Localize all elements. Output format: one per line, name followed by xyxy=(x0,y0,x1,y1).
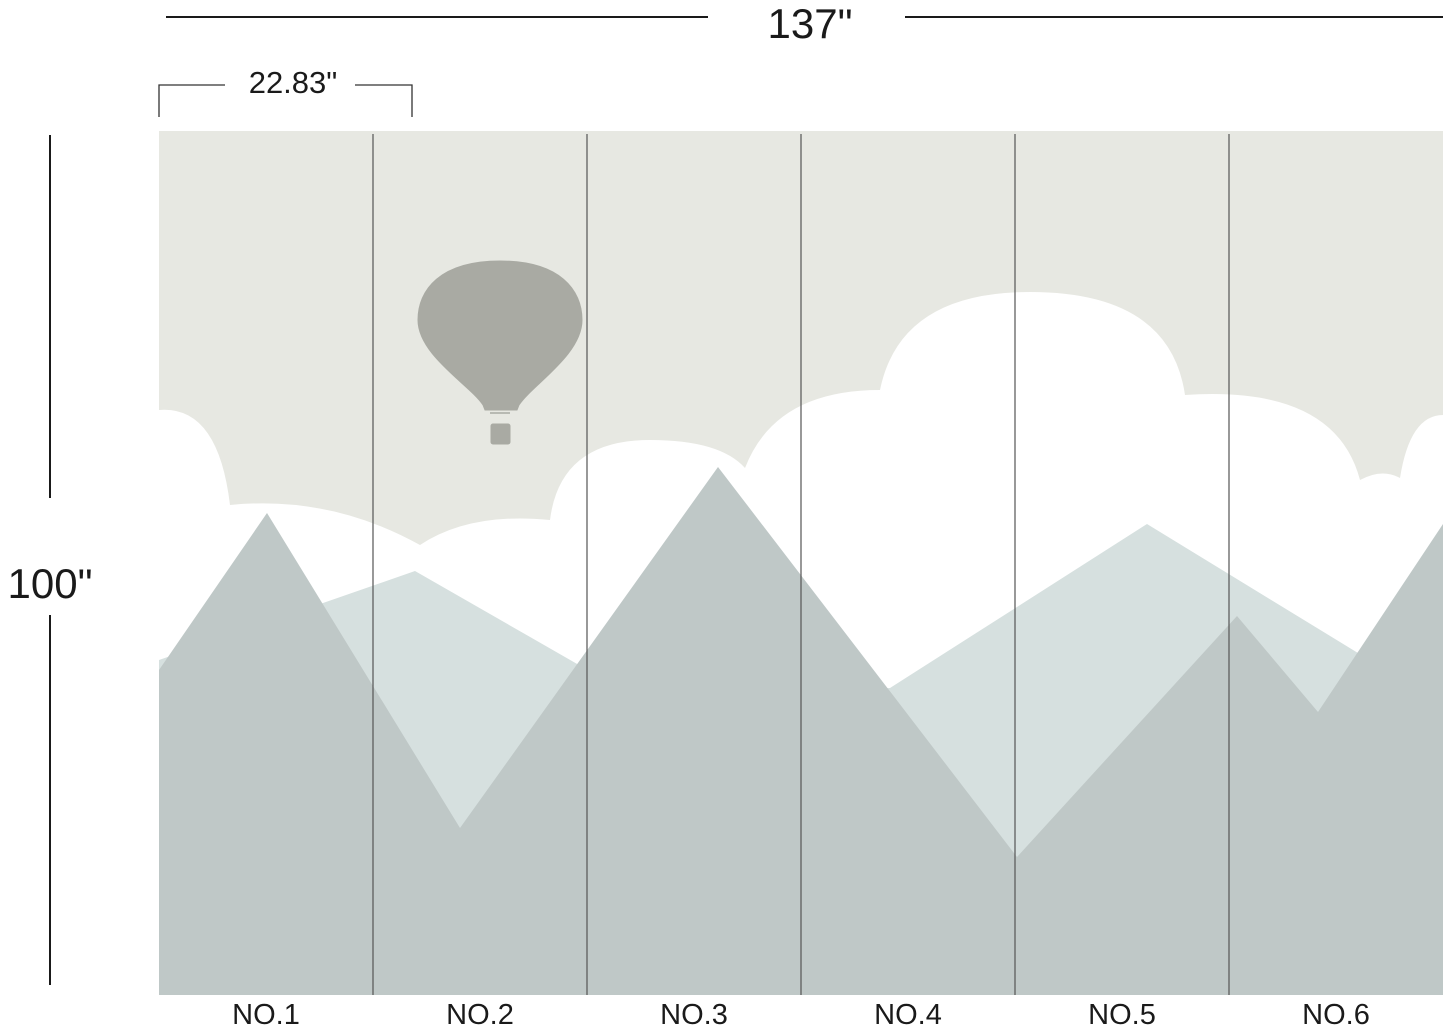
height-label: 100" xyxy=(8,560,93,607)
panel-label: NO.2 xyxy=(446,999,514,1029)
panel-label: NO.6 xyxy=(1302,999,1370,1029)
panel-labels: NO.1 NO.2 NO.3 NO.4 NO.5 NO.6 xyxy=(232,999,1370,1029)
panel-width-bracket xyxy=(158,84,413,117)
hot-air-balloon xyxy=(417,260,583,445)
width-label: 137" xyxy=(768,0,853,47)
panel-label: NO.1 xyxy=(232,999,300,1029)
panel-label: NO.4 xyxy=(874,999,942,1029)
panel-label: NO.3 xyxy=(660,999,728,1029)
panel-seams xyxy=(372,134,1230,995)
panel-width-label: 22.83" xyxy=(249,65,338,100)
mural-artwork xyxy=(159,131,1443,995)
panel-label: NO.5 xyxy=(1088,999,1156,1029)
